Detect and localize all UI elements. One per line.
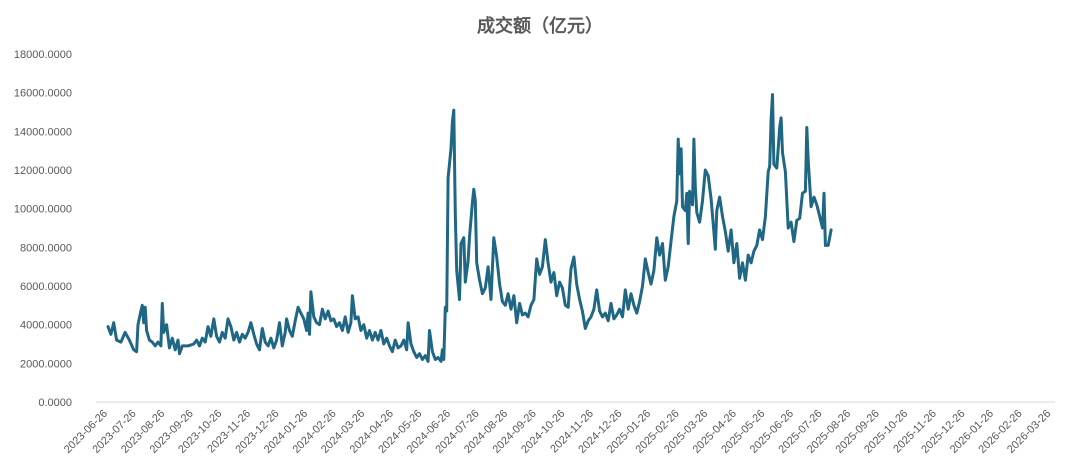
y-tick-label: 2000.0000 (20, 358, 72, 370)
y-tick-label: 6000.0000 (20, 281, 72, 293)
y-tick-label: 16000.0000 (14, 88, 72, 100)
x-axis: 2023-06-262023-07-262023-08-262023-09-26… (62, 401, 1055, 456)
y-tick-label: 14000.0000 (14, 126, 72, 138)
y-tick-label: 8000.0000 (20, 242, 72, 254)
y-tick-label: 12000.0000 (14, 165, 72, 177)
y-tick-label: 4000.0000 (20, 320, 72, 332)
plot-area (106, 93, 833, 363)
chart-title: 成交额（亿元） (477, 16, 603, 37)
series-line (106, 93, 833, 363)
y-tick-label: 10000.0000 (14, 204, 72, 216)
y-tick-label: 18000.0000 (14, 49, 72, 61)
y-tick-label: 0.0000 (38, 397, 72, 409)
y-axis: 0.0000 2000.0000 4000.0000 6000.0000 8000.00… (14, 49, 72, 409)
